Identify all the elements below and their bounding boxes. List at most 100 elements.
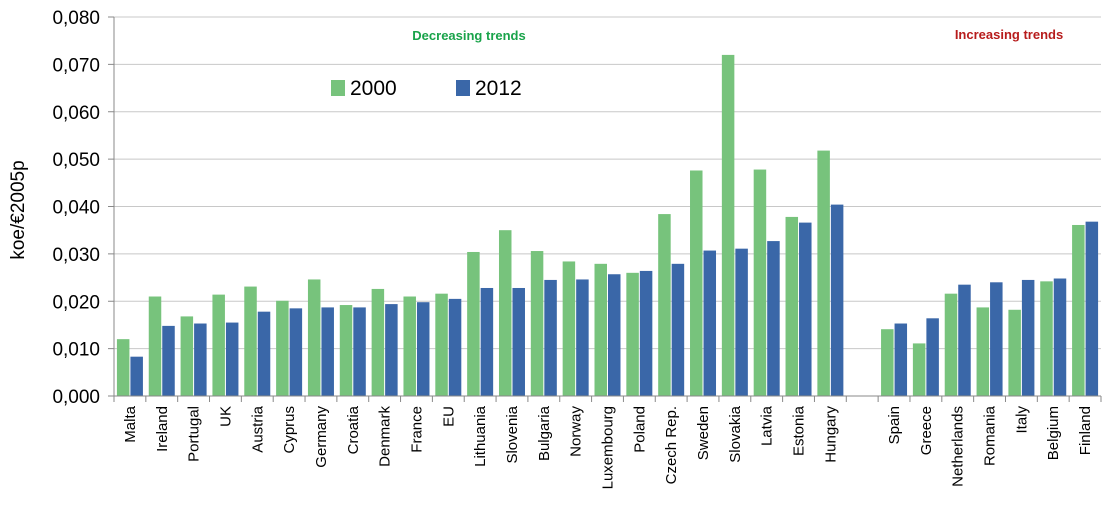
x-tick-label: Germany — [313, 406, 330, 468]
y-tick-label: 0,000 — [52, 387, 100, 408]
bar-2012-ireland — [162, 325, 175, 396]
bar-2000-portugal — [180, 316, 194, 396]
bar-2000-czech-rep- — [658, 214, 671, 396]
bar-2000-italy — [1008, 309, 1021, 396]
x-tick-label: Croatia — [345, 405, 362, 454]
x-tick-label: Austria — [249, 405, 266, 452]
bar-2012-slovakia — [735, 248, 748, 396]
bar-2000-latvia — [753, 169, 767, 396]
y-tick-labels: 0,000 0,010 0,020 0,030 0,040 0,050 0,060 0,070… — [52, 8, 100, 408]
annotation-decreasing-trends: Decreasing trends — [412, 28, 525, 43]
x-tick-label: Norway — [568, 406, 585, 457]
bar-2000-bulgaria — [530, 251, 544, 396]
legend-swatch-2000 — [331, 80, 345, 96]
x-tick-label: France — [408, 406, 425, 453]
bar-2012-croatia — [353, 307, 366, 396]
x-tick-label: Czech Rep. — [663, 406, 680, 484]
bar-2012-slovenia — [512, 287, 525, 396]
y-tick-label: 0,080 — [52, 8, 100, 29]
y-tick-label: 0,060 — [52, 103, 100, 124]
x-tick-label: Slovakia — [727, 405, 744, 462]
bar-2012-poland — [639, 270, 653, 396]
y-tick-label: 0,010 — [52, 340, 100, 361]
bar-2000-norway — [562, 261, 576, 396]
bar-2000-greece — [912, 343, 926, 396]
x-tick-label: Denmark — [377, 406, 394, 467]
x-tick-label: Ireland — [154, 406, 171, 452]
bar-2012-france — [416, 302, 430, 396]
bar-2012-netherlands — [958, 284, 971, 396]
x-tick-labels: Malta Ireland Portugal UK Austria Cyprus Germa… — [122, 405, 1094, 489]
bar-2012-belgium — [1053, 278, 1067, 396]
bar-2000-poland — [626, 272, 639, 396]
bar-2012-sweden — [703, 250, 717, 396]
bar-2012-estonia — [799, 222, 812, 396]
bar-2012-czech-rep- — [671, 263, 685, 396]
bar-2000-uk — [212, 294, 225, 396]
y-tick-label: 0,030 — [52, 245, 100, 266]
bar-2000-finland — [1072, 224, 1085, 396]
bar-2012-norway — [576, 279, 589, 396]
bar-2012-finland — [1085, 221, 1099, 396]
x-tick-label: Belgium — [1045, 406, 1062, 460]
axes — [108, 16, 1102, 402]
y-tick-label: 0,050 — [52, 150, 100, 171]
bar-2000-france — [403, 296, 416, 396]
bar-2000-hungary — [817, 150, 830, 396]
x-tick-label: Romania — [982, 405, 999, 466]
bar-2012-spain — [894, 323, 908, 396]
x-tick-label: EU — [440, 406, 457, 427]
bar-2012-austria — [257, 311, 271, 396]
bar-2012-bulgaria — [544, 279, 557, 396]
bar-2012-italy — [1021, 279, 1035, 396]
bar-2000-cyprus — [276, 300, 289, 396]
bar-2012-denmark — [385, 304, 398, 396]
x-tick-label: Italy — [1013, 406, 1030, 434]
x-tick-label: Hungary — [822, 406, 839, 463]
x-tick-label: Bulgaria — [536, 405, 553, 461]
x-tick-label: Spain — [886, 406, 903, 444]
bar-2012-eu — [448, 298, 462, 396]
x-tick-label: Lithuania — [472, 405, 489, 467]
annotation-increasing-trends: Increasing trends — [955, 27, 1063, 42]
x-tick-label: Malta — [122, 405, 139, 442]
y-tick-label: 0,020 — [52, 292, 100, 313]
bar-2000-estonia — [785, 216, 799, 396]
bar-2000-denmark — [371, 288, 385, 396]
bar-2012-lithuania — [480, 287, 494, 396]
bar-2000-romania — [976, 307, 990, 396]
bar-2012-latvia — [767, 241, 780, 396]
bar-2012-hungary — [830, 204, 844, 396]
x-tick-label: Portugal — [186, 406, 203, 462]
x-tick-label: UK — [217, 406, 234, 427]
bar-2000-netherlands — [944, 293, 958, 396]
bar-2000-sweden — [690, 170, 703, 396]
bar-2012-greece — [926, 318, 939, 396]
x-tick-label: Slovenia — [504, 405, 521, 463]
bar-2012-malta — [130, 356, 143, 396]
y-tick-label: 0,040 — [52, 198, 100, 219]
y-tick-label: 0,070 — [52, 55, 100, 76]
bar-2000-lithuania — [467, 251, 480, 396]
bar-2012-portugal — [194, 323, 207, 396]
legend: 2000 2012 — [331, 77, 522, 100]
x-tick-label: Luxembourg — [600, 406, 617, 489]
bar-2012-cyprus — [289, 308, 303, 396]
x-tick-label: Cyprus — [281, 406, 298, 454]
bar-2000-spain — [881, 329, 894, 396]
bar-2012-germany — [321, 307, 334, 396]
bars — [116, 54, 1099, 397]
legend-swatch-2012 — [456, 80, 470, 96]
x-tick-label: Latvia — [759, 405, 776, 446]
bar-2012-uk — [225, 322, 239, 396]
bar-2000-austria — [244, 286, 257, 396]
bar-2000-belgium — [1040, 281, 1053, 396]
bar-2000-croatia — [339, 305, 353, 396]
bar-2000-eu — [435, 293, 448, 396]
x-tick-label: Finland — [1077, 406, 1094, 455]
y-axis-title: koe/€2005p — [8, 160, 29, 259]
legend-label-2012: 2012 — [475, 77, 522, 100]
bar-2000-malta — [116, 339, 130, 396]
bar-2012-luxembourg — [608, 274, 621, 396]
